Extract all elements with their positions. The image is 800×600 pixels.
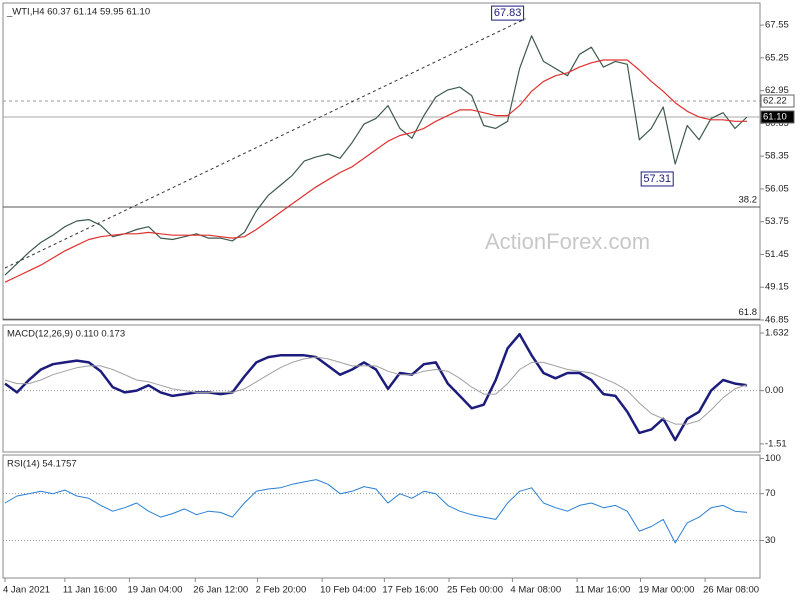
trendline xyxy=(4,18,526,269)
x-tick-label: 19 Jan 04:00 xyxy=(127,585,182,596)
y-tick-label: 46.85 xyxy=(765,315,789,326)
series-line xyxy=(4,59,747,283)
annotation-label: 67.83 xyxy=(494,7,522,19)
y-tick-label: 70 xyxy=(765,488,776,499)
price-tag xyxy=(760,110,795,124)
x-tick-label: 25 Feb 00:00 xyxy=(447,585,503,596)
y-tick-label: 51.45 xyxy=(765,249,789,260)
x-tick-label: 26 Jan 12:00 xyxy=(193,585,248,596)
watermark: ActionForex.com xyxy=(485,229,650,254)
x-tick-label: 11 Mar 16:00 xyxy=(575,585,630,596)
series-line xyxy=(4,356,748,425)
panel-frame xyxy=(2,324,761,453)
series-line xyxy=(4,332,748,442)
y-tick-label: 62.95 xyxy=(765,85,789,96)
panel-frame xyxy=(2,454,761,579)
annotation-box xyxy=(640,171,674,187)
y-tick-label: 65.25 xyxy=(765,52,789,63)
panel-frame xyxy=(2,2,761,321)
y-tick-label: 30 xyxy=(765,535,776,546)
y-tick-label: 100 xyxy=(765,453,781,464)
series-line xyxy=(4,35,748,276)
x-tick-label: 2 Feb 20:00 xyxy=(256,585,307,596)
x-tick-label: 4 Mar 08:00 xyxy=(510,585,561,596)
x-tick-label: 11 Jan 16:00 xyxy=(63,585,117,596)
x-tick-label: 10 Feb 04:00 xyxy=(320,585,376,596)
fib-label: 38.2 xyxy=(739,195,758,206)
panel-title: _WTI,H4 60.37 61.14 59.95 61.10 xyxy=(6,7,150,18)
y-tick-label: 56.05 xyxy=(765,183,789,194)
annotation-box xyxy=(491,5,525,21)
annotation-label: 57.31 xyxy=(643,173,671,185)
series-line xyxy=(4,479,748,544)
price-tag-label: 61.10 xyxy=(763,111,787,122)
y-tick-label: 0.00 xyxy=(765,385,784,396)
x-tick-label: 17 Feb 16:00 xyxy=(382,585,438,596)
y-tick-label: 53.75 xyxy=(765,216,789,227)
y-tick-label: -1.51 xyxy=(765,438,787,449)
price-tag-label: 62.22 xyxy=(763,96,787,107)
y-tick-label: 58.35 xyxy=(765,151,789,162)
panel-title: MACD(12,26,9) 0.110 0.173 xyxy=(7,329,125,340)
y-tick-label: 1.632 xyxy=(765,328,789,339)
y-tick-label: 49.15 xyxy=(765,282,789,293)
y-tick-label: 67.55 xyxy=(765,20,789,31)
x-tick-label: 4 Jan 2021 xyxy=(3,585,50,596)
panel-title: RSI(14) 54.1757 xyxy=(7,459,77,470)
x-tick-label: 19 Mar 00:00 xyxy=(638,585,694,596)
price-tag xyxy=(760,94,795,108)
x-tick-label: 26 Mar 08:00 xyxy=(703,585,759,596)
fib-label: 61.8 xyxy=(739,307,758,318)
